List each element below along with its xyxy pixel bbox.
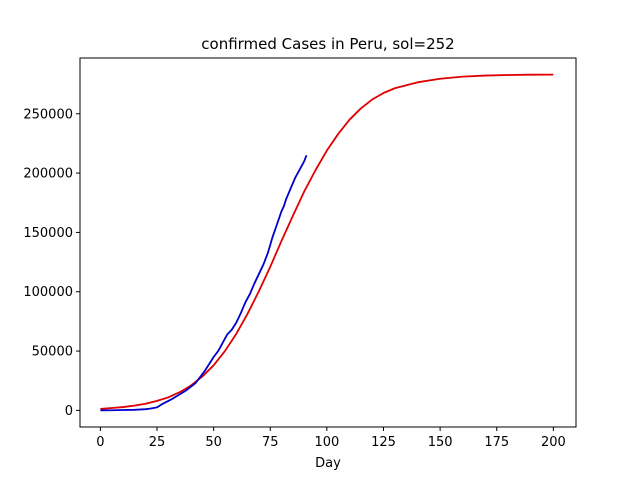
series-layer	[100, 73, 554, 412]
y-axis-ticks: 0 50000 100000 150000 200000 250000	[23, 107, 80, 419]
x-tick-label: 150	[428, 435, 453, 450]
x-tick-label: 0	[96, 435, 104, 450]
x-tick-label: 100	[314, 435, 339, 450]
chart-title: confirmed Cases in Peru, sol=252	[201, 35, 454, 53]
y-tick-label: 50000	[32, 345, 73, 360]
y-tick-label: 250000	[23, 107, 73, 122]
x-axis-label: Day	[315, 456, 341, 471]
y-tick-label: 200000	[23, 167, 73, 182]
y-tick-label: 0	[65, 404, 73, 419]
y-tick-label: 100000	[23, 285, 73, 300]
y-tick-label: 150000	[23, 226, 73, 241]
x-tick-label: 200	[541, 435, 566, 450]
x-tick-label: 25	[149, 435, 166, 450]
series-line-1	[100, 154, 308, 412]
x-tick-label: 50	[205, 435, 222, 450]
x-tick-label: 75	[262, 435, 279, 450]
plot-frame	[79, 57, 577, 428]
x-tick-label: 175	[484, 435, 509, 450]
x-axis-ticks: 0 25 50 75 100 125 150 175 200	[96, 427, 566, 450]
x-tick-label: 125	[371, 435, 396, 450]
series-line-0	[100, 73, 554, 410]
